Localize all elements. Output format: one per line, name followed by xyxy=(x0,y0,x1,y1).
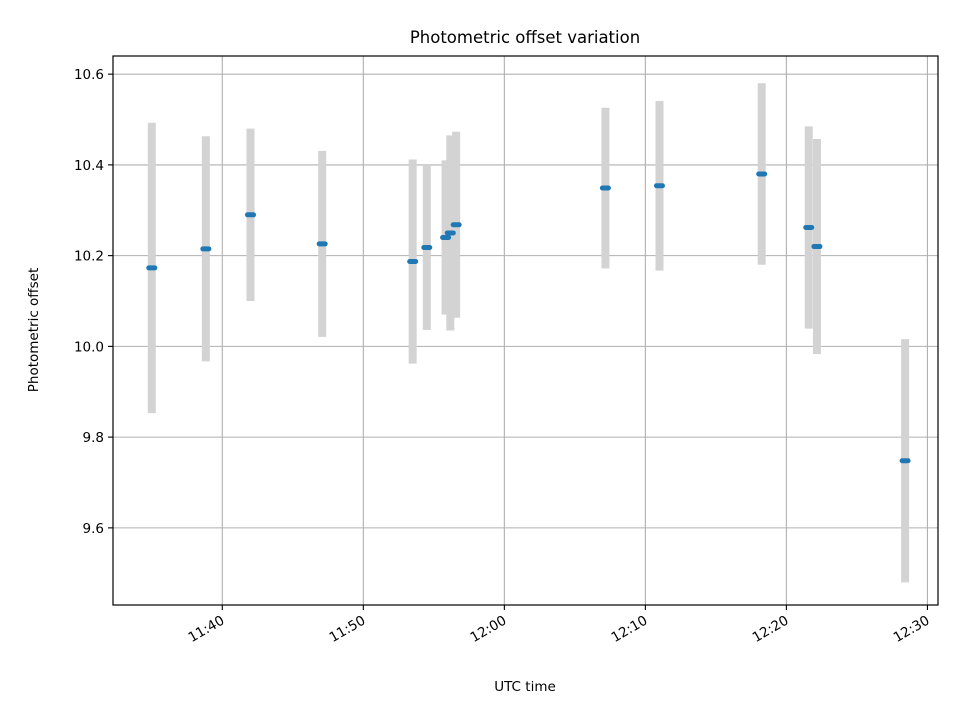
y-tick-label: 10.0 xyxy=(74,339,104,355)
y-tick-label: 9.8 xyxy=(83,430,104,446)
y-tick-label: 10.4 xyxy=(74,158,104,174)
y-tick-label: 9.6 xyxy=(83,521,104,537)
y-tick-label: 10.6 xyxy=(74,67,104,83)
chart-title: Photometric offset variation xyxy=(410,28,640,47)
data-points xyxy=(146,171,911,464)
y-axis-label: Photometric offset xyxy=(26,268,42,392)
x-axis-label: UTC time xyxy=(494,679,556,695)
y-tick-label: 10.2 xyxy=(74,249,104,265)
y-axis-ticks: 9.6 9.8 10.0 10.2 10.4 10.6 xyxy=(74,67,113,537)
plot-frame xyxy=(112,55,939,606)
